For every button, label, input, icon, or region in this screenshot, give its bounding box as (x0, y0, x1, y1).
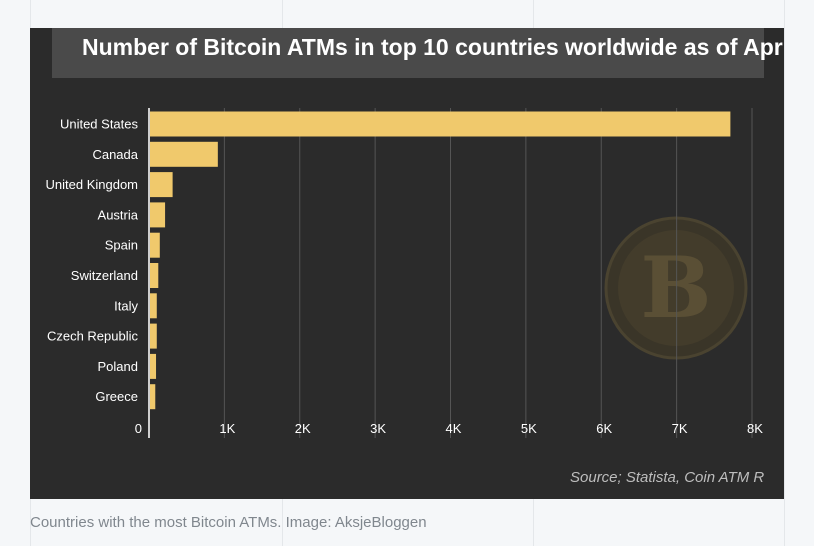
category-label: United Kingdom (46, 177, 139, 192)
category-label: Switzerland (71, 268, 138, 283)
bar (150, 202, 166, 228)
bitcoin-coin-watermark-icon: B (604, 216, 748, 360)
category-label: United States (60, 117, 139, 132)
chart-figure: Number of Bitcoin ATMs in top 10 countri… (30, 28, 784, 499)
bar (150, 172, 173, 198)
x-tick-label: 1K (219, 421, 235, 436)
source-note: Source; Statista, Coin ATM R (570, 469, 765, 486)
category-label: Austria (98, 207, 139, 222)
category-label: Canada (92, 147, 138, 162)
x-tick-label: 6K (596, 421, 612, 436)
chart-title: Number of Bitcoin ATMs in top 10 countri… (82, 34, 784, 60)
bar (150, 111, 731, 137)
x-tick-label: 0 (135, 421, 142, 436)
bar-chart: B United States Canada United Kingdom Austr… (46, 108, 763, 438)
x-tick-label: 5K (521, 421, 537, 436)
category-label: Spain (105, 238, 138, 253)
bar (150, 353, 157, 379)
x-tick-label: 2K (295, 421, 311, 436)
x-tick-label: 4K (446, 421, 462, 436)
bitcoin-symbol-icon: B (641, 238, 712, 337)
x-tick-label: 3K (370, 421, 386, 436)
bar (150, 384, 156, 410)
page-column-line (784, 0, 785, 546)
bar (150, 293, 157, 319)
category-label: Czech Republic (47, 329, 139, 344)
bar (150, 141, 218, 167)
bar (150, 323, 157, 349)
x-tick-label: 8K (747, 421, 763, 436)
category-label: Italy (114, 298, 138, 313)
category-label: Poland (98, 359, 138, 374)
bar (150, 263, 159, 288)
category-label: Greece (95, 389, 138, 404)
x-tick-label: 7K (672, 421, 688, 436)
image-caption: Countries with the most Bitcoin ATMs. Im… (30, 514, 427, 531)
coin-inner-icon (618, 230, 734, 346)
bar (150, 232, 160, 258)
title-bar: Number of Bitcoin ATMs in top 10 countri… (52, 28, 784, 78)
